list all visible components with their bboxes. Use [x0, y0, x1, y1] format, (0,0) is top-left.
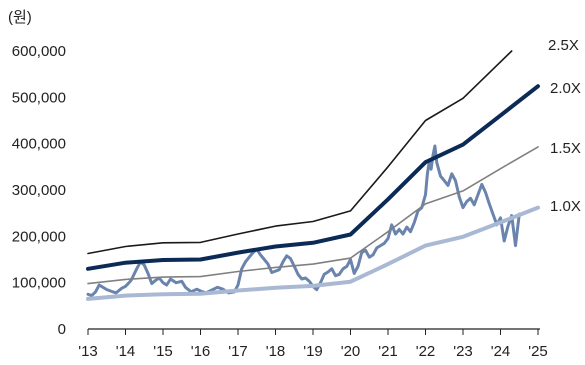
x-tick-label: '24: [491, 343, 511, 360]
y-tick-label: 0: [58, 321, 66, 338]
band-label: 2.5X: [548, 37, 579, 54]
x-tick-label: '22: [416, 343, 436, 360]
x-tick-label: '19: [303, 343, 323, 360]
band-line-2-5x: [87, 50, 513, 255]
band-line-1-5x: [87, 146, 539, 285]
x-tick-label: '13: [78, 343, 98, 360]
x-tick-label: '25: [528, 343, 548, 360]
y-tick-label: 300,000: [12, 182, 66, 199]
y-tick-label: 500,000: [12, 89, 66, 106]
band-label: 1.0X: [550, 198, 581, 215]
x-tick-label: '15: [153, 343, 173, 360]
y-tick-label: 200,000: [12, 228, 66, 245]
x-tick-label: '21: [378, 343, 398, 360]
x-tick-label: '23: [453, 343, 473, 360]
x-tick-label: '20: [341, 343, 361, 360]
y-tick-label: 600,000: [12, 43, 66, 60]
y-tick-label: 100,000: [12, 275, 66, 292]
x-tick-label: '14: [116, 343, 136, 360]
x-tick-label: '17: [228, 343, 248, 360]
band-label: 2.0X: [550, 80, 581, 97]
y-tick-label: 400,000: [12, 136, 66, 153]
band-line-2-0x: [86, 84, 540, 271]
y-unit-label: (원): [8, 9, 32, 26]
labels-layer: (원) 0 100,000 200,000 300,000 400,000 500,000 6…: [8, 9, 581, 360]
band-label: 1.5X: [550, 140, 581, 157]
series-layer: [86, 50, 540, 301]
price-line: [86, 144, 521, 298]
band-line-1-0x: [86, 205, 540, 301]
x-tick-label: '16: [191, 343, 211, 360]
axes: [87, 328, 540, 335]
x-tick-label: '18: [266, 343, 286, 360]
